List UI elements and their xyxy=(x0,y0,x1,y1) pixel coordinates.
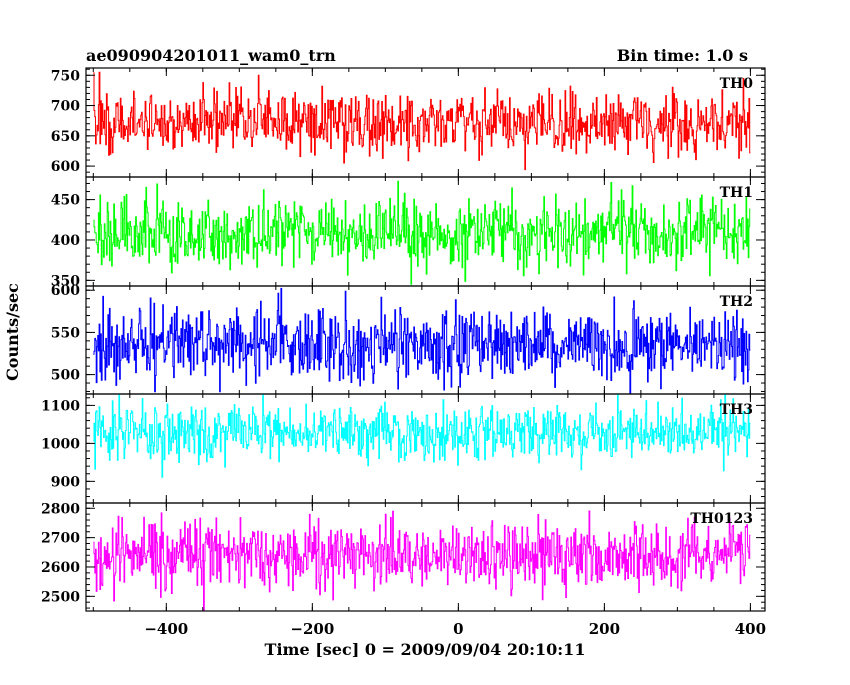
panels-group: 600 650 700 750 TH0 350 400 450 TH1 500 550 600 TH2 9… xyxy=(41,67,766,612)
x-tick-label: −200 xyxy=(290,620,334,638)
panel-frame xyxy=(85,502,766,612)
panel-th1: 350 400 450 TH1 xyxy=(51,176,766,289)
series-line-th0 xyxy=(93,71,751,171)
series-line-th1 xyxy=(93,180,751,285)
bin-time-label: Bin time: 1.0 s xyxy=(617,46,748,65)
panel-th3: 900 1000 1100 TH3 xyxy=(41,393,766,504)
y-tick-label: 600 xyxy=(51,283,80,299)
y-tick-label: 2700 xyxy=(41,531,80,547)
panel-label: TH3 xyxy=(720,402,753,418)
panel-th2: 500 550 600 TH2 xyxy=(51,283,766,395)
y-tick-label: 700 xyxy=(51,99,80,115)
x-tick-label: 200 xyxy=(589,620,620,638)
y-tick-label: 2600 xyxy=(41,560,80,576)
x-axis-label: Time [sec] 0 = 2009/09/04 20:10:11 xyxy=(265,640,586,659)
chart-title: ae090904201011_wam0_trn xyxy=(86,46,336,65)
series-line-th0123 xyxy=(93,510,751,611)
y-tick-label: 650 xyxy=(51,129,80,145)
panel-label: TH2 xyxy=(720,294,753,310)
y-tick-label: 2800 xyxy=(41,501,80,517)
panel-th0123: 2500 2600 2700 2800 TH0123 xyxy=(41,501,766,612)
y-tick-label: 1100 xyxy=(41,398,80,414)
panel-label: TH0 xyxy=(720,76,754,92)
y-tick-label: 450 xyxy=(51,193,80,209)
y-tick-label: 900 xyxy=(51,474,80,490)
y-tick-label: 350 xyxy=(51,273,80,289)
y-tick-label: 550 xyxy=(51,325,80,341)
y-tick-label: 600 xyxy=(51,159,80,175)
y-tick-label: 750 xyxy=(51,68,80,84)
x-tick-label: 0 xyxy=(453,620,463,638)
y-tick-label: 1000 xyxy=(41,436,80,452)
y-tick-label: 400 xyxy=(51,233,80,249)
y-tick-label: 2500 xyxy=(41,589,80,605)
series-line-th2 xyxy=(93,287,751,394)
x-tick-label: −400 xyxy=(144,620,188,638)
panel-label: TH0123 xyxy=(690,511,753,527)
x-axis: −400 −200 0 200 400 xyxy=(144,620,766,638)
panel-label: TH1 xyxy=(720,185,753,201)
series-line-th3 xyxy=(93,394,751,478)
panel-th0: 600 650 700 750 TH0 xyxy=(51,67,766,178)
y-axis-label: Counts/sec xyxy=(3,283,22,381)
y-tick-label: 500 xyxy=(51,368,80,384)
x-tick-label: 400 xyxy=(735,620,766,638)
